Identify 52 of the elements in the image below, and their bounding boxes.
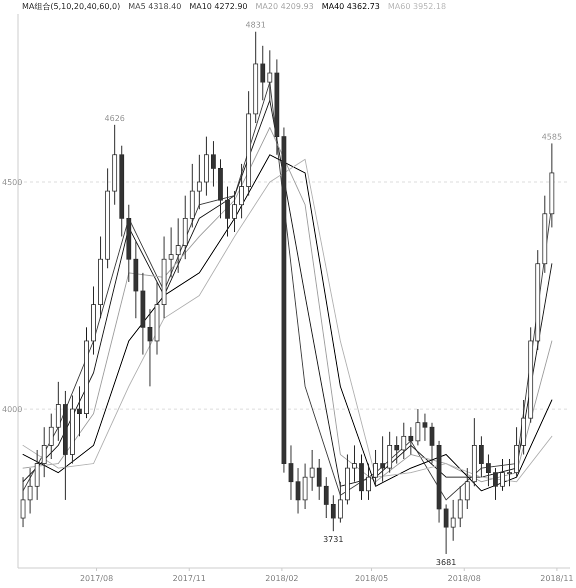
annotation: 3731 — [323, 535, 344, 544]
candlestick — [444, 504, 448, 554]
x-tick-label: 2017/08 — [80, 574, 114, 583]
annotation: 4585 — [542, 132, 562, 142]
candlestick — [296, 468, 300, 514]
candlestick — [352, 444, 357, 482]
x-tick-label: 2018/02 — [265, 574, 299, 583]
text: MA40 4362.73 — [322, 2, 380, 11]
y-tick-label: 4500 — [2, 178, 22, 188]
candlestick — [316, 458, 322, 500]
candlestick — [302, 463, 308, 510]
candlestick — [401, 422, 406, 460]
candlestick — [380, 436, 386, 482]
text: MA60 3952.18 — [388, 2, 446, 11]
candlestick — [330, 494, 336, 532]
annotation: 3681 — [436, 558, 456, 567]
candlestick — [416, 408, 420, 446]
candlestick — [56, 381, 61, 442]
candlestick — [324, 476, 329, 519]
candlestick — [239, 163, 244, 219]
y-tick-label: 4000 — [2, 405, 22, 414]
candlestick — [77, 386, 82, 437]
legend-title: MA组合(5,10,20,40,60,0) — [22, 2, 120, 11]
x-tick-label: 2018/11 — [540, 574, 574, 583]
candlestick — [422, 413, 428, 442]
candlestick — [260, 45, 266, 101]
candlestick — [225, 186, 230, 238]
x-tick-label: 2018/05 — [354, 574, 388, 583]
candlestick — [176, 218, 181, 274]
candlestick — [430, 422, 434, 464]
candlestick — [148, 308, 152, 387]
candlestick — [394, 436, 400, 464]
candlestick — [288, 444, 294, 500]
candlestick — [458, 486, 463, 528]
candlestick — [232, 190, 237, 232]
x-tick-label: 2017/11 — [172, 574, 206, 583]
candlestick — [408, 426, 414, 455]
text: MA20 4209.93 — [256, 2, 314, 11]
annotation: 4626 — [104, 114, 125, 123]
candlestick — [387, 431, 392, 474]
text: MA5 4318.40 — [128, 2, 182, 11]
candlestick — [450, 499, 456, 542]
candlestick — [168, 226, 174, 278]
candlestick — [478, 436, 484, 478]
text: MA10 4272.90 — [189, 2, 248, 11]
annotation: 4831 — [246, 20, 266, 30]
candlestick — [310, 449, 315, 492]
candlestick — [211, 140, 216, 188]
candlestick — [42, 426, 47, 478]
candlestick — [48, 413, 54, 460]
candlestick — [196, 154, 202, 210]
x-tick-label: 2018/08 — [448, 574, 481, 583]
